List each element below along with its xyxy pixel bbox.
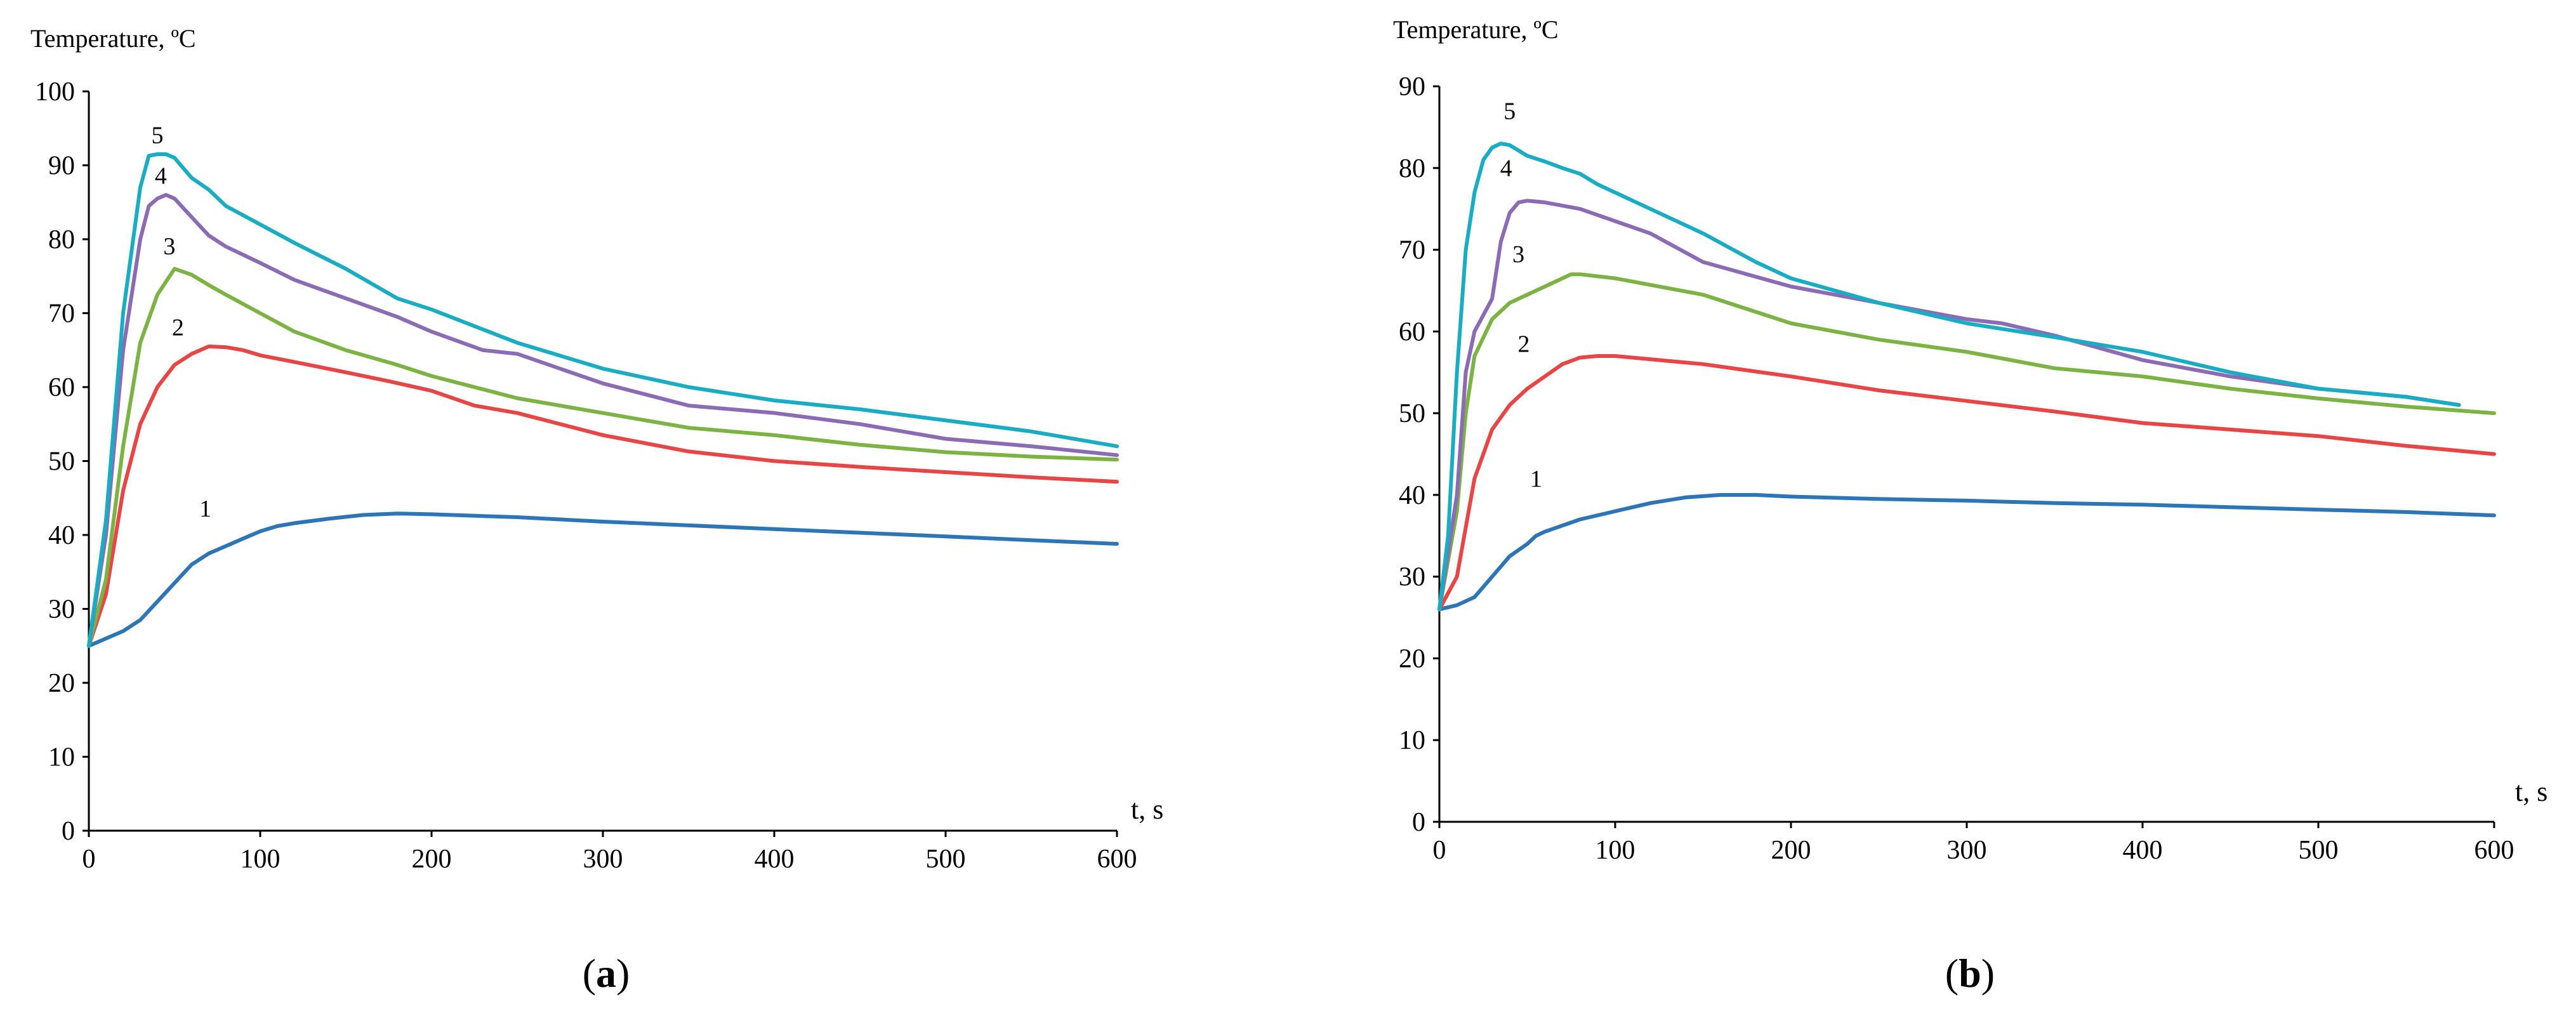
y-tick-label: 40 bbox=[48, 521, 75, 550]
y-tick-label: 30 bbox=[1399, 563, 1425, 592]
series-line-3 bbox=[87, 267, 1119, 648]
series-group-a bbox=[87, 152, 1119, 648]
series-line-2 bbox=[1437, 354, 2496, 612]
series-line-5 bbox=[1437, 142, 2461, 612]
x-tick-label: 0 bbox=[83, 845, 96, 874]
curve-label-3: 3 bbox=[1512, 241, 1524, 268]
ticks-a: 0 10 20 30 40 50 60 70 80 90 100 0 100 200 300 400 500 60… bbox=[35, 77, 1137, 874]
series-line-1 bbox=[87, 511, 1119, 648]
x-tick-label: 300 bbox=[583, 845, 623, 874]
y-tick-label: 70 bbox=[48, 300, 75, 329]
panel-caption-a-letter: a bbox=[596, 951, 616, 996]
x-tick-label: 200 bbox=[412, 845, 452, 874]
y-tick-label: 40 bbox=[1399, 481, 1425, 510]
x-tick-label: 600 bbox=[2474, 836, 2514, 865]
panel-caption-b: (b) bbox=[1945, 951, 1995, 996]
curve-label-1: 1 bbox=[1530, 466, 1542, 492]
x-tick-label: 200 bbox=[1771, 836, 1811, 865]
panel-caption-b-close: ) bbox=[1981, 951, 1995, 996]
x-tick-label: 500 bbox=[2299, 836, 2339, 865]
y-tick-label: 20 bbox=[48, 669, 75, 698]
series-line-1 bbox=[1437, 492, 2496, 612]
y-tick-label: 90 bbox=[1399, 72, 1425, 102]
y-tick-label: 90 bbox=[48, 152, 75, 181]
series-line-5 bbox=[87, 152, 1119, 648]
curve-label-3: 3 bbox=[163, 233, 175, 260]
x-tick-label: 0 bbox=[1433, 836, 1446, 865]
panel-caption-b-open: ( bbox=[1945, 951, 1958, 996]
y-tick-label: 10 bbox=[48, 743, 75, 772]
curve-label-4: 4 bbox=[155, 163, 167, 190]
x-tick-label: 400 bbox=[755, 845, 795, 874]
y-axis-label-b: Temperature, ºC bbox=[1393, 15, 1559, 44]
y-tick-label: 0 bbox=[1412, 808, 1425, 837]
x-axis-label-b: t, s bbox=[2515, 776, 2547, 807]
y-axis-label-a: Temperature, ºC bbox=[30, 24, 196, 53]
curve-label-4: 4 bbox=[1500, 155, 1512, 182]
y-tick-label: 60 bbox=[1399, 317, 1425, 346]
x-tick-label: 500 bbox=[926, 845, 966, 874]
curve-labels-b: 1 2 3 4 5 bbox=[1500, 98, 1542, 493]
series-line-2 bbox=[87, 344, 1119, 648]
y-tick-label: 60 bbox=[48, 373, 75, 402]
y-tick-label: 80 bbox=[48, 225, 75, 254]
curve-labels-a: 1 2 3 4 5 bbox=[152, 122, 212, 522]
x-tick-label: 400 bbox=[2123, 836, 2163, 865]
panel-caption-a-close: ) bbox=[616, 951, 630, 996]
x-tick-label: 300 bbox=[1947, 836, 1987, 865]
series-line-4 bbox=[87, 193, 1119, 648]
chart-panel-b: Temperature, ºC t, s 0102030405060708090… bbox=[1393, 15, 2547, 865]
y-tick-label: 80 bbox=[1399, 154, 1425, 183]
curve-label-5: 5 bbox=[1503, 98, 1516, 125]
series-line-4 bbox=[1437, 199, 2461, 612]
curve-label-2: 2 bbox=[1517, 331, 1529, 358]
y-tick-label: 20 bbox=[1399, 644, 1425, 673]
chart-panel-a: Temperature, ºC t, s 0102030405060708090… bbox=[30, 24, 1163, 874]
panel-caption-a-open: ( bbox=[583, 951, 596, 996]
panel-caption-a: (a) bbox=[583, 951, 630, 996]
x-tick-label: 600 bbox=[1097, 845, 1137, 874]
series-group-b bbox=[1437, 142, 2496, 612]
x-tick-label: 100 bbox=[1595, 836, 1635, 865]
y-tick-label: 50 bbox=[48, 447, 75, 477]
x-tick-label: 100 bbox=[241, 845, 281, 874]
y-tick-label: 100 bbox=[35, 77, 75, 107]
y-tick-label: 30 bbox=[48, 595, 75, 624]
panel-caption-b-letter: b bbox=[1958, 951, 1981, 996]
y-tick-label: 10 bbox=[1399, 726, 1425, 755]
x-axis-label-a: t, s bbox=[1131, 794, 1163, 825]
series-line-3 bbox=[1437, 272, 2496, 612]
curve-label-5: 5 bbox=[152, 122, 164, 149]
y-tick-label: 0 bbox=[62, 817, 75, 846]
curve-label-2: 2 bbox=[172, 314, 184, 341]
ticks-b: 0 10 20 30 40 50 60 70 80 90 0 100 200 300 400 500 600 bbox=[1399, 72, 2514, 865]
y-tick-label: 50 bbox=[1399, 399, 1425, 428]
y-tick-label: 70 bbox=[1399, 236, 1425, 265]
curve-label-1: 1 bbox=[199, 496, 211, 522]
